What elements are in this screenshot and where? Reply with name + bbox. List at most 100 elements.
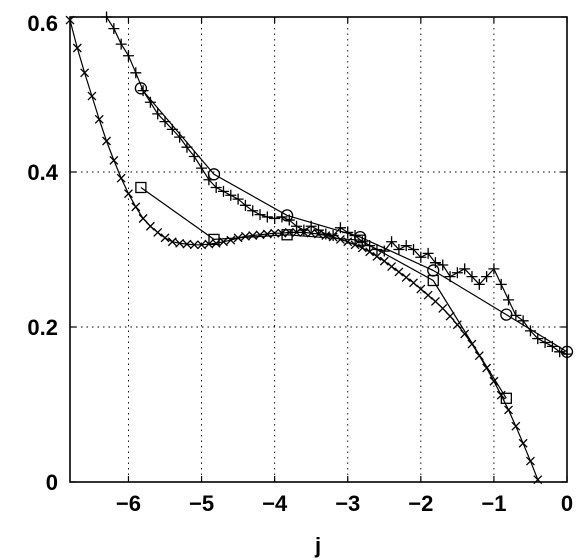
data-point [524,325,536,337]
data-point [152,108,164,120]
data-point [134,82,148,95]
data-point [409,278,418,288]
data-point [401,272,411,282]
data-point [408,244,420,255]
data-point [280,209,294,222]
data-point [429,257,441,269]
series-line-square [140,187,507,399]
data-point [196,162,208,174]
data-point [504,405,513,415]
data-point [254,209,266,221]
data-point [102,136,112,146]
data-point [240,231,250,241]
y-tick-label: 0.2 [27,315,58,340]
data-point [451,267,463,279]
data-point [269,213,281,224]
data-point [532,333,544,345]
data-point [189,240,199,250]
data-point [328,232,338,242]
data-point [438,303,448,313]
data-point [291,220,303,232]
plot-frame [69,16,568,483]
data-point [379,256,389,266]
data-point [387,262,397,272]
series-circle [134,82,574,358]
data-point [500,308,513,321]
data-point [160,233,170,243]
data-point [554,346,566,358]
data-point [416,284,426,294]
x-tick-label: −5 [189,491,214,516]
data-point [489,376,499,386]
data-point [131,202,141,212]
data-point [144,96,156,108]
data-point [415,251,427,263]
x-tick-label: −4 [262,491,288,516]
data-point [130,67,142,79]
x-tick-label: −3 [335,491,360,516]
data-point [175,238,185,248]
data-point [255,230,265,240]
data-point [365,247,375,257]
data-point [207,168,221,181]
data-point [122,50,134,62]
data-point [452,320,462,330]
series-line-circle [140,87,568,353]
data-point [116,173,126,183]
data-point [188,151,200,162]
x-tick-label: −6 [116,491,141,516]
data-point [247,205,259,217]
data-point [394,267,404,277]
data-point [115,38,127,50]
data-point [427,274,439,287]
data-point [72,43,82,53]
data-point [511,421,521,431]
data-point [430,296,440,306]
data-point [145,221,155,231]
data-point [94,114,104,124]
data-point [503,294,515,306]
y-tick-label: 0.4 [27,160,58,185]
data-point [488,263,500,275]
grid-lines [70,17,567,482]
data-point [135,181,147,194]
data-point [217,185,229,197]
data-point [208,233,220,246]
x-axis-label: j [314,533,321,558]
data-point [466,271,478,283]
series-square [135,181,512,404]
data-point [109,155,119,165]
data-point [525,456,535,466]
data-point [153,227,163,237]
data-point [481,271,493,283]
y-tick-label: 0.6 [27,11,58,36]
tick-layer: −6 −5 −4 −3 −2 −1 0 0 0.2 0.4 0.6 [27,11,573,516]
data-point [437,259,449,271]
series-line-plus [105,16,568,355]
data-point [299,227,309,237]
data-point [138,214,148,223]
data-point [459,263,471,275]
data-point [281,229,293,241]
data-point [197,240,207,250]
data-point [80,68,90,78]
data-point [423,290,433,300]
data-point [248,231,258,241]
y-tick-label: 0 [46,470,58,495]
data-point [124,189,133,199]
data-point [87,91,97,101]
data-point [182,239,192,249]
data-point [354,234,366,246]
data-point [225,189,237,201]
series-cross [65,15,543,485]
series-line-cross [69,19,539,480]
data-point [210,182,222,193]
data-point [473,278,485,290]
data-point [518,438,528,448]
data-point [393,244,405,255]
data-point [108,23,120,35]
x-tick-label: −2 [408,491,433,516]
series-plus [101,11,573,360]
data-point [372,252,382,261]
